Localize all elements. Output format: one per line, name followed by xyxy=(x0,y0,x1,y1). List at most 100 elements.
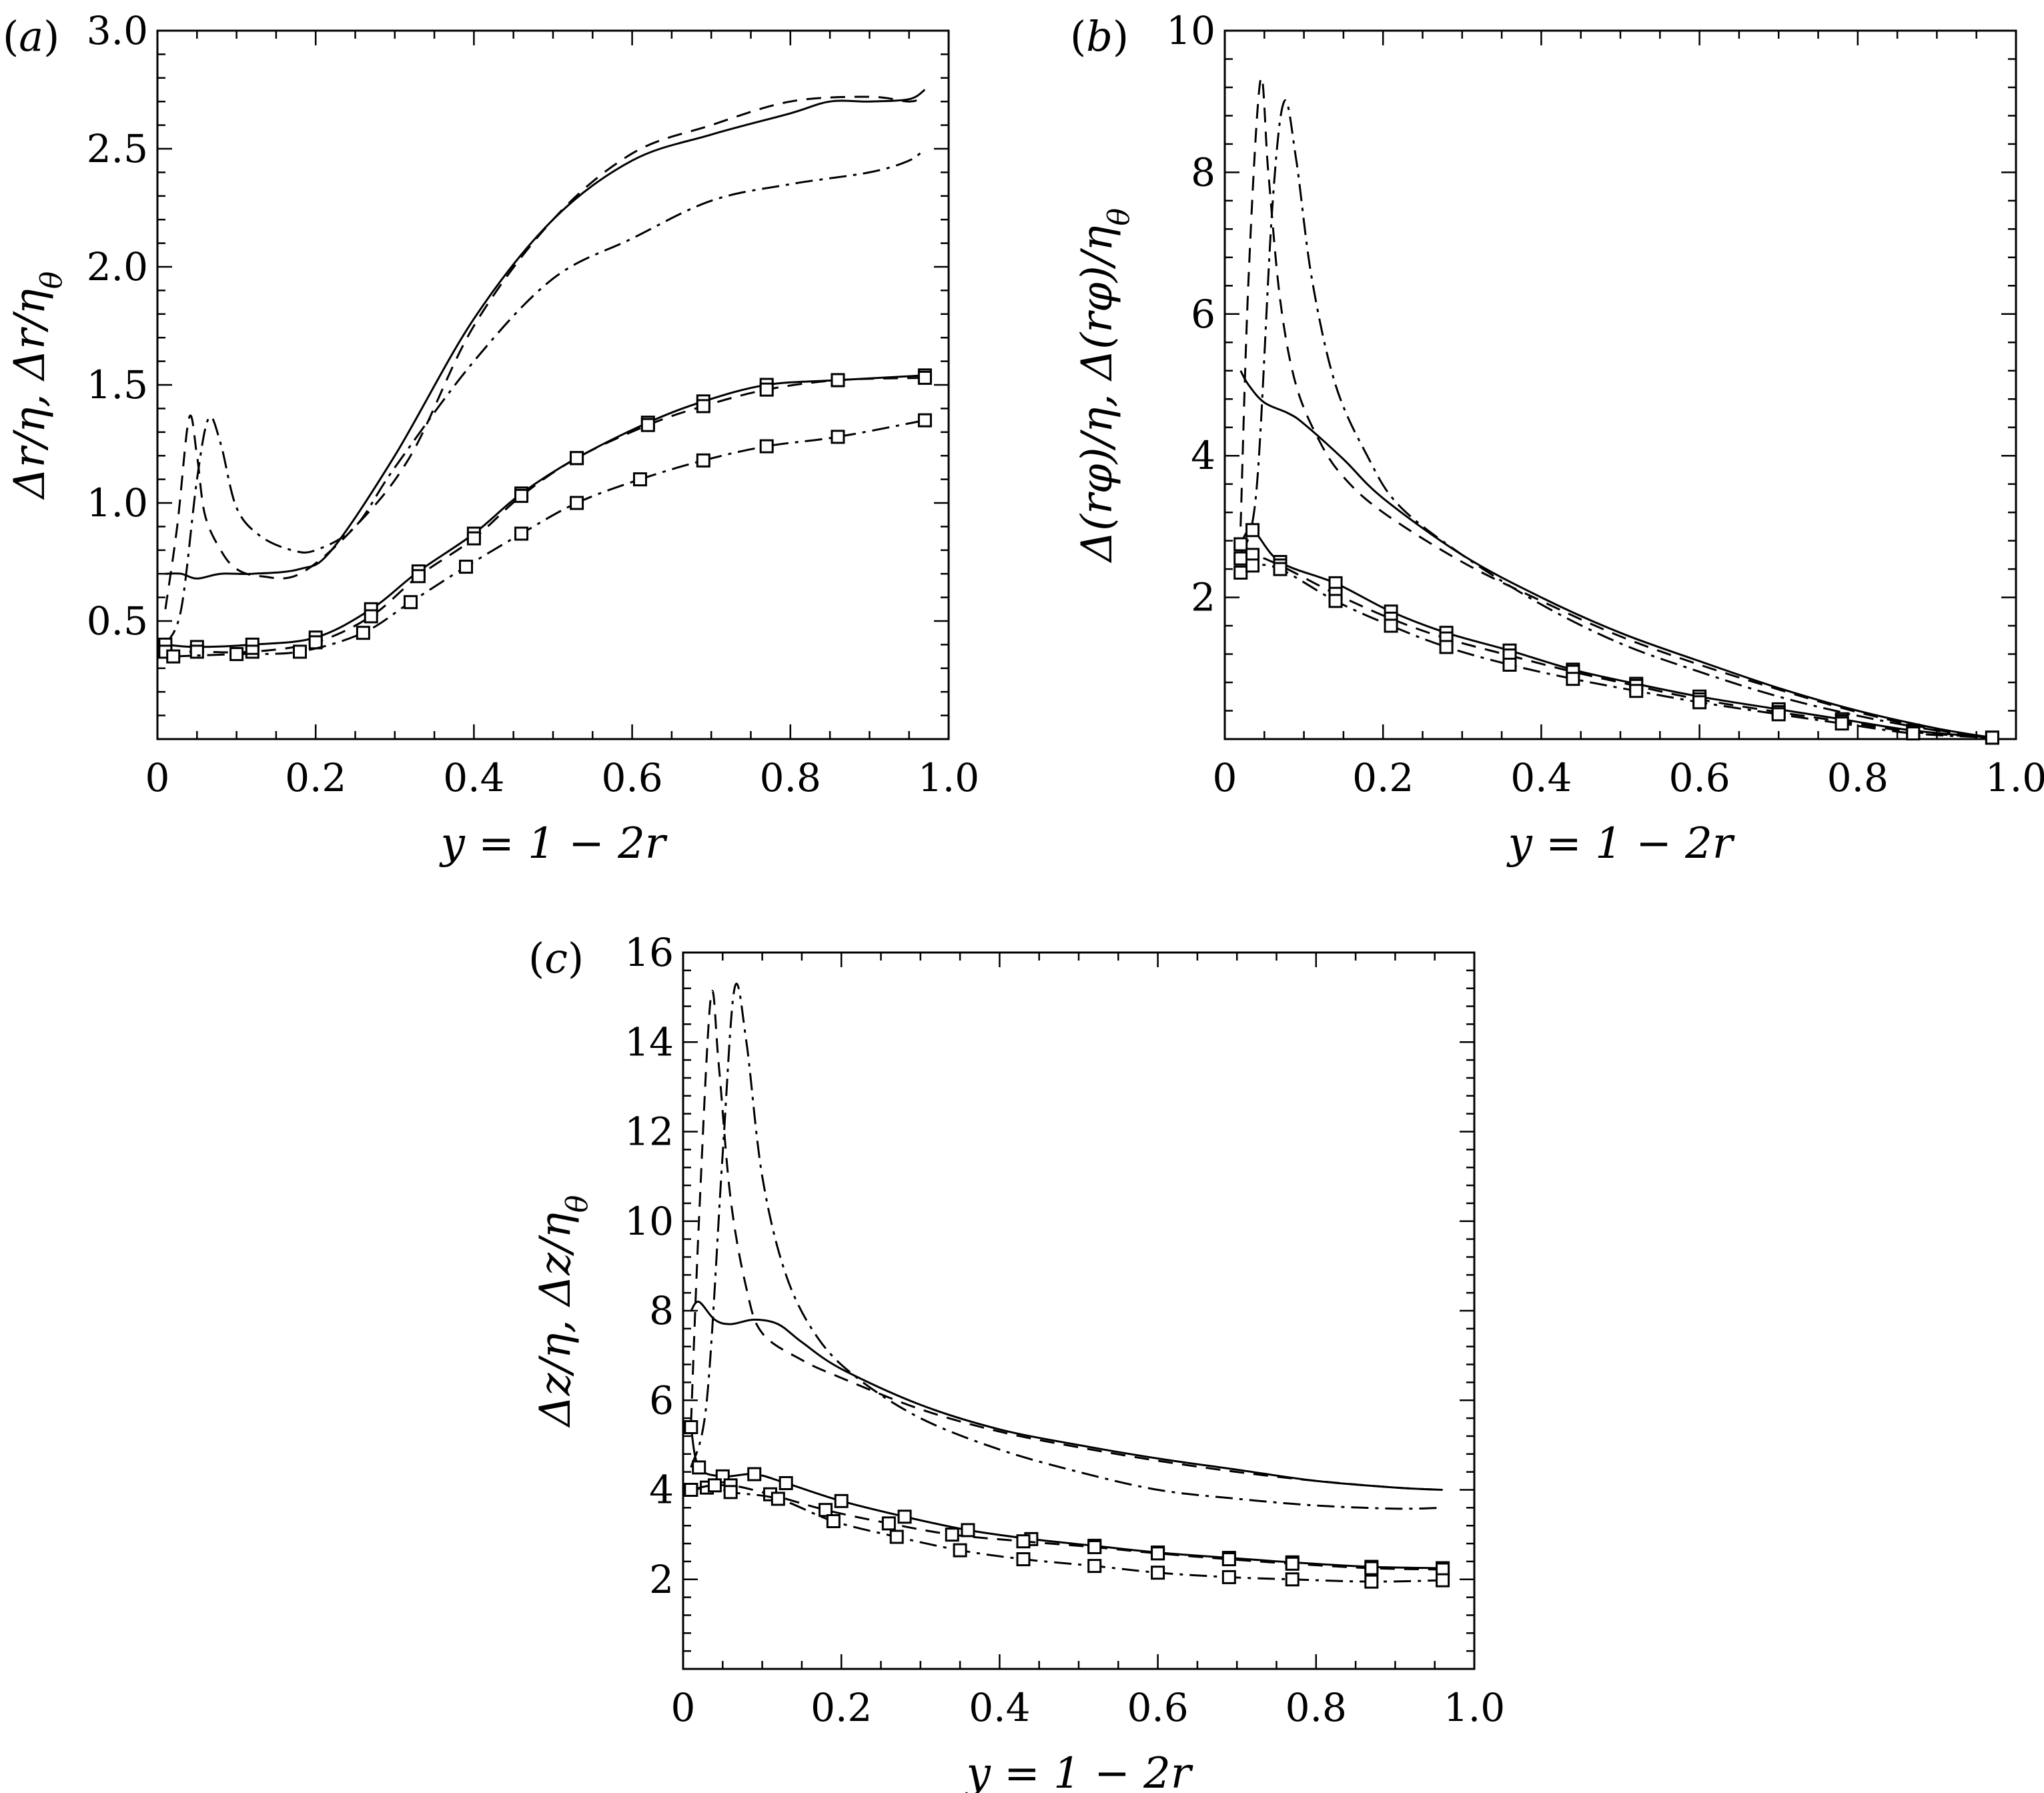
x-tick-label: 0.4 xyxy=(1510,755,1572,800)
y-tick-label: 1.0 xyxy=(87,480,148,526)
series-line-dashed-squares xyxy=(1240,554,1993,739)
data-point-marker xyxy=(1087,1540,1102,1554)
x-tick-label: 0.4 xyxy=(969,1685,1030,1730)
data-point-marker xyxy=(411,569,426,584)
series-line-solid xyxy=(690,1300,1443,1491)
y-tick-label: 1.5 xyxy=(87,362,148,408)
data-point-marker xyxy=(1016,1534,1031,1549)
x-axis-title: y = 1 − 2r xyxy=(965,1749,1193,1793)
data-point-marker xyxy=(1328,594,1343,608)
y-tick-label: 14 xyxy=(624,1019,674,1065)
panel-label: (a) xyxy=(3,12,59,61)
y-tick-label: 2 xyxy=(649,1557,674,1602)
data-point-marker xyxy=(889,1530,904,1544)
data-point-marker xyxy=(723,1485,738,1500)
data-point-marker xyxy=(953,1543,967,1558)
y-tick-label: 2.0 xyxy=(87,244,148,289)
data-point-marker xyxy=(570,451,584,466)
y-tick-label: 16 xyxy=(624,930,674,975)
panel-a: 0 0.2 0.4 0.6 0.8 1.0 0.5 1.0 1.5 2.0 2.5 3.0 y = 1 … xyxy=(3,8,979,868)
data-point-marker xyxy=(514,488,529,503)
series-line-solid-squares xyxy=(690,1427,1443,1570)
data-point-marker xyxy=(1245,523,1260,538)
x-axis-title: y = 1 − 2r xyxy=(439,819,668,868)
data-point-marker xyxy=(364,609,378,624)
data-point-marker xyxy=(1906,726,1921,741)
panel-label: (c) xyxy=(528,934,584,983)
y-tick-label: 8 xyxy=(1191,149,1215,195)
y-tick-label: 4 xyxy=(1191,433,1215,478)
data-point-marker xyxy=(570,496,584,510)
data-point-marker xyxy=(1285,1572,1300,1587)
data-point-marker xyxy=(897,1510,912,1524)
data-point-marker xyxy=(459,560,474,574)
panel-b: 0 0.2 0.4 0.6 0.8 1.0 2 4 6 8 10 y = 1 − 2r Δ(rφ)/η,… xyxy=(1070,8,2044,868)
x-tick-label: 0.6 xyxy=(1668,755,1730,800)
x-tick-label: 0.8 xyxy=(1286,1685,1347,1730)
y-tick-label: 4 xyxy=(649,1467,674,1513)
data-point-marker xyxy=(166,649,181,664)
plot-frame xyxy=(156,29,950,740)
data-point-marker xyxy=(707,1478,722,1493)
y-tick-label: 3.0 xyxy=(87,8,148,53)
y-axis-title: Δr/η, Δr/ηθ xyxy=(5,271,69,501)
data-point-marker xyxy=(747,1467,762,1481)
data-point-marker xyxy=(1233,565,1248,580)
data-point-marker xyxy=(771,1491,785,1506)
x-tick-label: 1.0 xyxy=(1444,1685,1505,1730)
data-point-marker xyxy=(1566,672,1580,686)
data-point-marker xyxy=(229,647,244,662)
data-point-marker xyxy=(834,1493,849,1508)
data-point-marker xyxy=(632,472,647,487)
data-point-marker xyxy=(1151,1546,1165,1561)
x-tick-label: 0.6 xyxy=(1127,1685,1188,1730)
data-point-marker xyxy=(356,626,370,640)
x-tick-label: 0.8 xyxy=(1827,755,1889,800)
series-line-dashed-squares xyxy=(690,1483,1443,1571)
series-line-solid xyxy=(165,89,926,580)
series-line-dashed xyxy=(1239,77,1993,739)
data-point-marker xyxy=(1364,1574,1379,1589)
data-point-marker xyxy=(696,399,710,414)
series-line-solid-squares xyxy=(165,374,925,648)
series-line-dashed xyxy=(164,95,925,610)
data-point-marker xyxy=(1629,684,1644,698)
y-tick-label: 10 xyxy=(624,1199,674,1244)
data-point-marker xyxy=(684,1483,698,1497)
x-tick-label: 0.6 xyxy=(601,755,662,800)
y-tick-label: 0.5 xyxy=(87,598,148,644)
y-tick-label: 6 xyxy=(1191,291,1215,337)
data-point-marker xyxy=(1245,558,1260,573)
data-point-marker xyxy=(826,1514,841,1528)
data-point-marker xyxy=(1771,707,1786,722)
x-tick-label: 0.2 xyxy=(285,755,346,800)
data-point-marker xyxy=(759,439,774,454)
data-point-marker xyxy=(245,644,260,659)
data-point-marker xyxy=(831,373,845,388)
data-point-marker xyxy=(1439,640,1454,654)
data-point-marker xyxy=(1502,657,1517,672)
data-point-marker xyxy=(514,526,529,541)
data-point-marker xyxy=(189,644,204,659)
series-line-dash-dot xyxy=(164,147,926,646)
panel-c: 0 0.2 0.4 0.6 0.8 1.0 2 4 6 8 10 12 14 16 y = 1 − 2r Δz… xyxy=(528,930,1505,1793)
data-point-marker xyxy=(1384,618,1398,633)
data-point-marker xyxy=(1835,716,1849,731)
x-tick-label: 1.0 xyxy=(1985,755,2044,800)
data-point-marker xyxy=(759,382,774,397)
data-point-marker xyxy=(945,1528,959,1542)
series-line-solid xyxy=(1239,370,1993,739)
data-point-marker xyxy=(696,453,710,468)
y-tick-label: 6 xyxy=(649,1377,674,1423)
data-point-marker xyxy=(1087,1559,1102,1574)
data-point-marker xyxy=(1273,562,1288,576)
series-line-dashed-squares xyxy=(165,376,925,654)
data-point-marker xyxy=(961,1523,975,1538)
x-tick-label: 0.2 xyxy=(1352,755,1414,800)
data-point-marker xyxy=(1151,1566,1165,1580)
series-line-dashdot-squares xyxy=(690,1484,1443,1583)
x-tick-label: 0 xyxy=(1213,755,1237,800)
data-point-marker xyxy=(1233,551,1248,566)
data-point-marker xyxy=(640,418,655,432)
